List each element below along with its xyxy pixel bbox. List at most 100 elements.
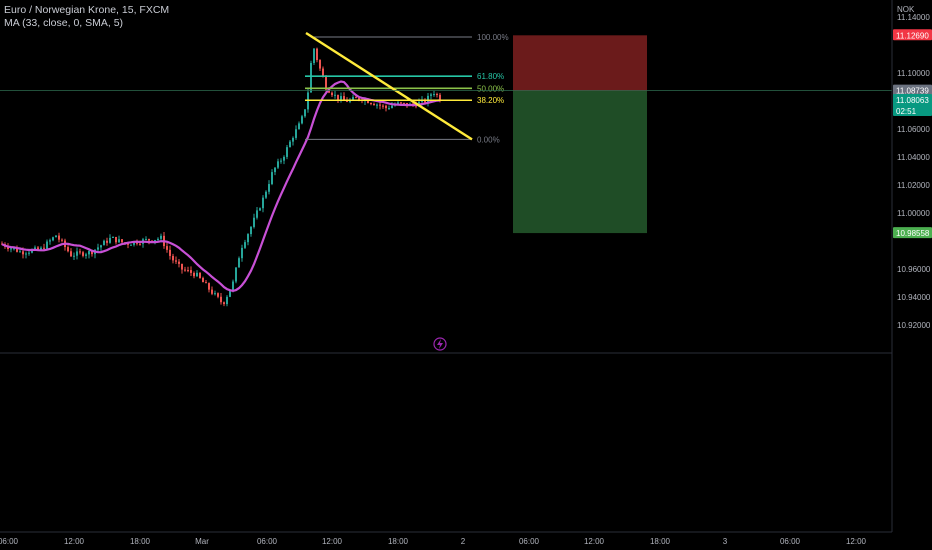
candle — [334, 94, 336, 96]
candle — [268, 184, 270, 192]
candle — [28, 252, 30, 254]
candle — [211, 289, 213, 294]
lightning-icon[interactable] — [433, 337, 447, 351]
candle — [226, 296, 228, 305]
price-tick: 10.94000 — [897, 293, 931, 302]
candle — [79, 251, 81, 253]
stop-badge-text: 11.12690 — [896, 31, 929, 40]
candle — [40, 247, 42, 250]
candle — [262, 197, 264, 209]
candle — [199, 272, 201, 278]
price-tick: 11.02000 — [897, 181, 930, 190]
time-tick: 3 — [723, 537, 728, 546]
time-tick: Mar — [195, 537, 209, 546]
candle — [169, 249, 171, 256]
candle — [271, 172, 273, 185]
entry-badge-text: 11.08739 — [896, 87, 929, 96]
price-tick: 10.92000 — [897, 321, 931, 330]
candle — [235, 267, 237, 282]
time-tick: 06:00 — [0, 537, 19, 546]
stop-badge — [893, 29, 932, 41]
candle — [253, 217, 255, 227]
candle — [259, 208, 261, 211]
candle — [265, 191, 267, 198]
candle — [49, 240, 51, 242]
candle — [217, 293, 219, 297]
candle — [223, 302, 225, 305]
candle — [193, 272, 195, 277]
candle — [274, 167, 276, 173]
candle — [43, 247, 45, 249]
candle — [100, 245, 102, 248]
candle — [283, 156, 285, 161]
candle — [286, 147, 288, 157]
candle — [436, 94, 438, 96]
candle — [298, 123, 300, 130]
candle — [214, 293, 216, 295]
indicator-title: MA (33, close, 0, SMA, 5) — [4, 17, 124, 29]
candle — [145, 238, 147, 240]
time-tick: 06:00 — [780, 537, 801, 546]
price-tick: 11.14000 — [897, 13, 930, 22]
candle — [106, 240, 108, 243]
candle — [10, 248, 12, 250]
candle — [157, 238, 159, 241]
candle — [175, 260, 177, 262]
candle — [55, 235, 57, 238]
candle — [340, 96, 342, 100]
candle — [301, 116, 303, 124]
candle — [103, 240, 105, 246]
candle — [205, 282, 207, 284]
candle — [352, 97, 354, 100]
candle — [385, 105, 387, 109]
time-tick: 06:00 — [519, 537, 540, 546]
candle — [160, 235, 162, 239]
time-axis: 06:00 12:00 18:00 Mar 06:00 12:00 18:00 2 06:00 1… — [0, 531, 892, 546]
target-badge-text: 10.98558 — [896, 229, 930, 238]
price-tick: 11.04000 — [897, 153, 930, 162]
candle — [289, 141, 291, 148]
candle — [61, 239, 63, 241]
time-tick: 18:00 — [130, 537, 151, 546]
candle — [31, 249, 33, 253]
candle — [187, 270, 189, 272]
candle — [181, 263, 183, 270]
candle — [280, 160, 282, 162]
time-tick: 18:00 — [388, 537, 409, 546]
candle — [19, 251, 21, 253]
candle — [46, 241, 48, 249]
candle — [37, 247, 39, 250]
candle — [52, 237, 54, 241]
candle — [16, 248, 18, 252]
price-tick: 11.06000 — [897, 125, 930, 134]
candle — [355, 97, 357, 99]
candle — [331, 92, 333, 96]
fib-level-label: 61.80% — [477, 72, 504, 81]
time-tick: 12:00 — [322, 537, 343, 546]
time-tick: 12:00 — [64, 537, 85, 546]
candle — [241, 247, 243, 259]
candle — [85, 254, 87, 256]
candle — [22, 251, 24, 255]
candle — [439, 94, 441, 101]
candle — [190, 270, 192, 273]
candle — [382, 105, 384, 107]
candle — [172, 255, 174, 261]
candle — [313, 48, 315, 63]
target-badge — [893, 227, 932, 239]
candle — [292, 137, 294, 142]
ma-series — [1, 80, 441, 293]
price-tick: 10.96000 — [897, 265, 931, 274]
candle — [115, 236, 117, 243]
currency-label: NOK — [897, 5, 915, 14]
candle — [148, 238, 150, 241]
candle — [277, 161, 279, 168]
candle — [379, 104, 381, 106]
candle — [130, 244, 132, 246]
ma-line — [1, 80, 441, 293]
last-price-badge-countdown: 02:51 — [896, 107, 917, 116]
candle — [166, 246, 168, 250]
candle — [202, 277, 204, 283]
candle — [370, 103, 372, 105]
